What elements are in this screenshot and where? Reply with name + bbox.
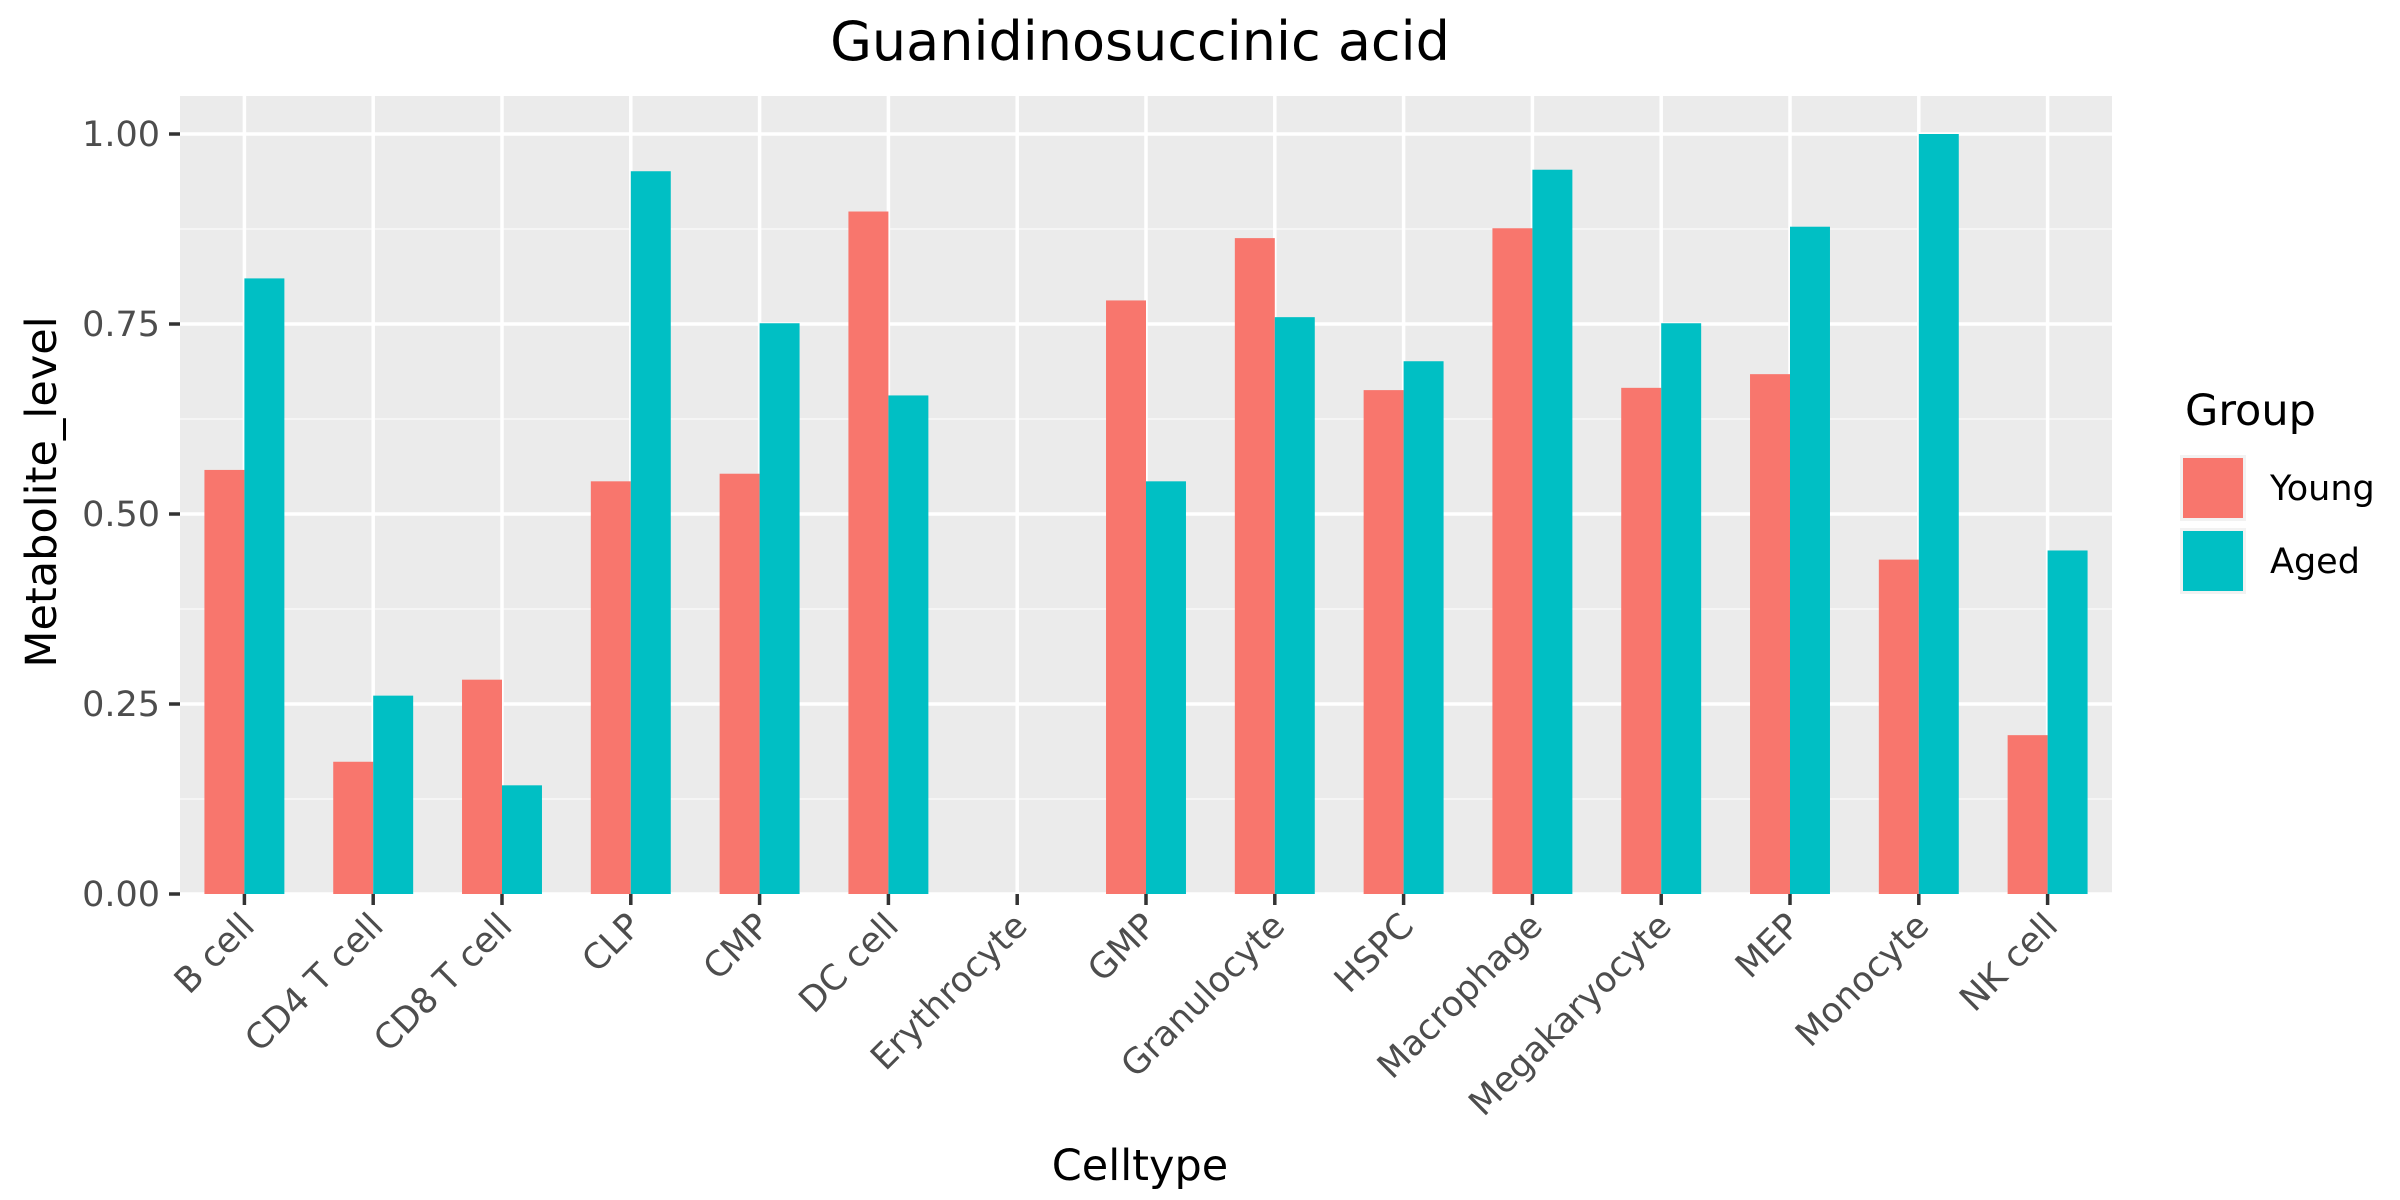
bar-aged (1146, 481, 1186, 894)
y-tick-label: 0.00 (82, 875, 160, 915)
bar-aged (244, 278, 285, 894)
x-axis-title: Celltype (1052, 1141, 1228, 1191)
legend-title: Group (2185, 386, 2316, 436)
y-axis: 0.00 0.25 0.50 0.75 1.00 (82, 115, 180, 915)
bar-aged (1274, 317, 1315, 894)
bar-young (462, 679, 502, 894)
bar-aged (1403, 361, 1444, 894)
bar-aged (888, 395, 929, 894)
bar-young (1621, 387, 1662, 894)
bar-aged (1918, 134, 1959, 894)
bar-aged (630, 171, 671, 895)
bars (204, 134, 2088, 895)
y-tick-label: 0.25 (82, 685, 160, 725)
bar-young (1492, 228, 1533, 895)
y-axis-title: Metabolite_level (17, 316, 67, 667)
bar-young (333, 761, 374, 894)
bar-young (1106, 300, 1146, 894)
bar-young (2007, 735, 2048, 894)
legend-label-aged: Aged (2270, 542, 2360, 582)
legend-swatch-aged (2183, 531, 2243, 591)
bar-young (1878, 559, 1919, 894)
legend: Group Young Aged (2180, 386, 2375, 594)
bar-young (1750, 374, 1790, 894)
bar-young (204, 469, 245, 894)
bar-aged (759, 323, 800, 894)
bar-aged (1532, 169, 1573, 895)
legend-swatch-young (2183, 458, 2243, 518)
legend-label-young: Young (2269, 469, 2375, 509)
bar-aged (1790, 226, 1830, 895)
bar-young (1234, 238, 1275, 894)
bar-young (590, 481, 631, 894)
bar-aged (1661, 323, 1702, 894)
bar-young (1363, 390, 1404, 894)
y-tick-label: 0.50 (82, 495, 160, 535)
bar-aged (502, 785, 542, 894)
bar-young (719, 473, 760, 894)
y-tick-label: 1.00 (82, 115, 160, 155)
bar-aged (373, 695, 414, 894)
bar-young (848, 211, 889, 894)
y-tick-label: 0.75 (82, 305, 160, 345)
chart-title: Guanidinosuccinic acid (830, 10, 1450, 73)
bar-aged (2047, 550, 2088, 894)
